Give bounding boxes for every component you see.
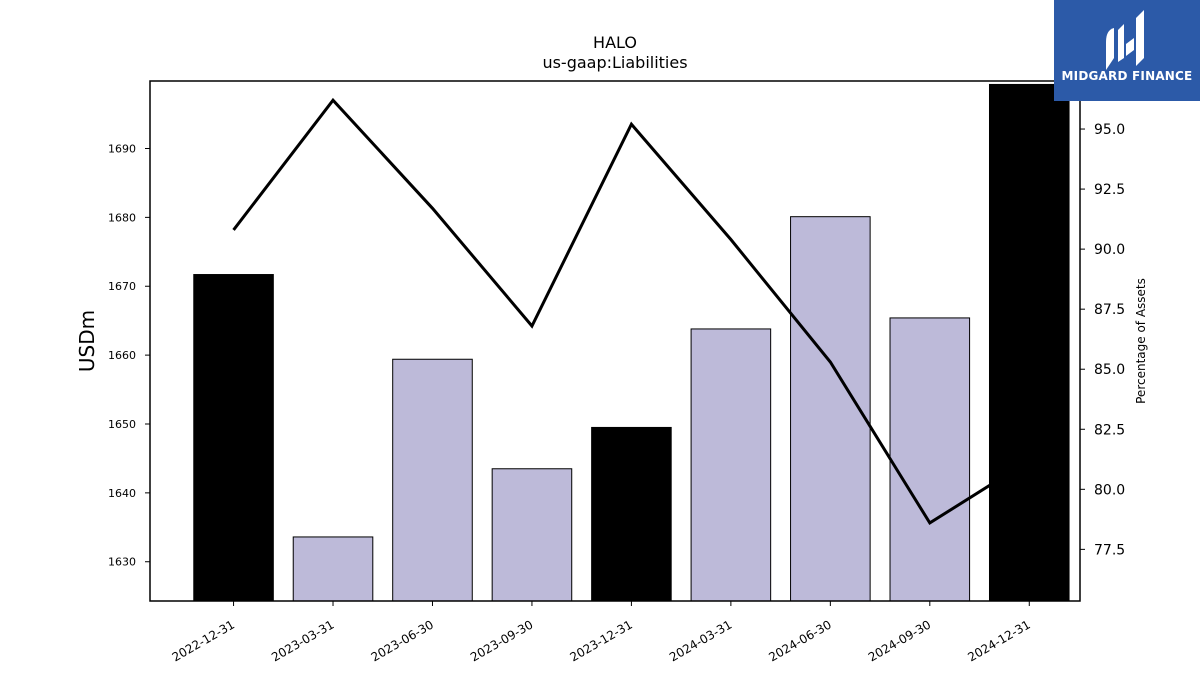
x-tick-label: 2022-12-31 bbox=[170, 617, 237, 664]
x-tick-label: 2024-09-30 bbox=[866, 617, 933, 664]
x-tick-label: 2023-06-30 bbox=[369, 617, 436, 664]
y-right-tick-label: 85.0 bbox=[1094, 362, 1125, 378]
bar-series bbox=[193, 83, 1070, 602]
y-right-tick-label: 82.5 bbox=[1094, 422, 1125, 438]
y-right-tick-label: 90.0 bbox=[1094, 242, 1125, 258]
y-tick-label: 1690 bbox=[108, 142, 136, 155]
y-axis-label: USDm bbox=[75, 310, 99, 372]
y-tick-label: 1630 bbox=[108, 556, 136, 569]
bar bbox=[988, 83, 1070, 602]
y-right-tick-label: 77.5 bbox=[1094, 542, 1125, 558]
bar bbox=[392, 358, 473, 602]
midgard-mh-monogram-icon bbox=[1106, 10, 1144, 70]
plot-frame bbox=[149, 80, 1081, 602]
y-tick-label: 1670 bbox=[108, 280, 136, 293]
midgard-finance-logo: MIDGARD FINANCE bbox=[1054, 0, 1200, 101]
x-tick-label: 2024-12-31 bbox=[965, 617, 1032, 664]
x-tick-label: 2023-12-31 bbox=[568, 617, 635, 664]
bar bbox=[292, 536, 374, 602]
y-right-tick-label: 92.5 bbox=[1094, 182, 1125, 198]
x-tick-label: 2024-03-31 bbox=[667, 617, 734, 664]
y-right-tick-label: 80.0 bbox=[1094, 482, 1125, 498]
x-tick-label: 2024-06-30 bbox=[766, 617, 833, 664]
percentage-line bbox=[232, 97, 1031, 526]
bar bbox=[790, 216, 871, 602]
y-tick-label: 1640 bbox=[108, 487, 136, 500]
bar bbox=[889, 317, 971, 602]
y-tick-label: 1650 bbox=[108, 418, 136, 431]
bar bbox=[491, 468, 573, 602]
chart-title: HALO bbox=[593, 33, 637, 52]
y-right-tick-label: 95.0 bbox=[1094, 122, 1125, 138]
y-tick-label: 1660 bbox=[108, 349, 136, 362]
y-tick-label: 1680 bbox=[108, 211, 136, 224]
bar bbox=[193, 274, 274, 602]
chart-subtitle: us-gaap:Liabilities bbox=[542, 53, 687, 72]
line-series bbox=[232, 97, 1031, 526]
x-tick-label: 2023-09-30 bbox=[468, 617, 535, 664]
brand-name: MIDGARD FINANCE bbox=[1061, 69, 1193, 83]
bar bbox=[591, 426, 672, 602]
x-tick-label: 2023-03-31 bbox=[269, 617, 336, 664]
bar bbox=[690, 328, 772, 602]
y-right-tick-label: 87.5 bbox=[1094, 302, 1125, 318]
y-axis-right-label: Percentage of Assets bbox=[1134, 278, 1148, 404]
